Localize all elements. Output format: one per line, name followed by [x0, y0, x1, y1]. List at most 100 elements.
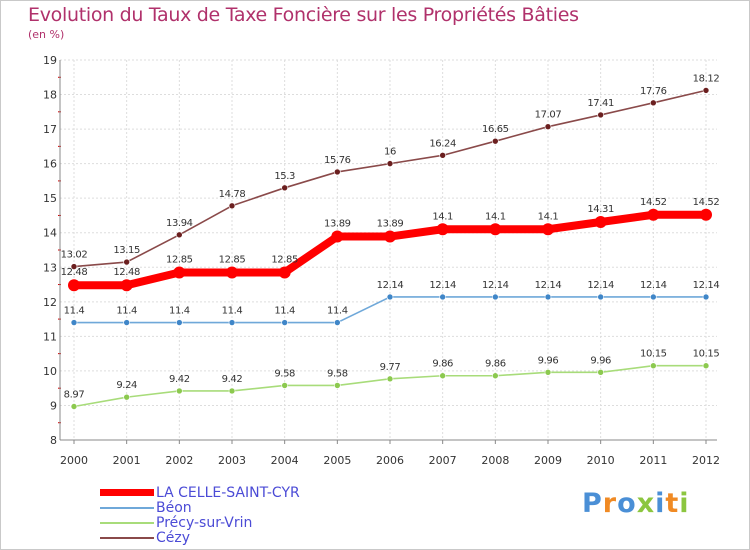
data-point: [334, 319, 341, 326]
data-point: [70, 263, 78, 270]
y-tick-label: 8: [50, 434, 57, 447]
data-label: 9.77: [380, 362, 401, 373]
x-tick-label: 2003: [218, 454, 246, 467]
data-label: 9.58: [274, 368, 295, 379]
data-label: 12.85: [271, 254, 298, 265]
data-label: 11.4: [169, 306, 190, 317]
legend-label-celle: LA CELLE-SAINT-CYR: [156, 484, 300, 501]
data-point: [594, 216, 607, 229]
legend-item-celle: LA CELLE-SAINT-CYR: [100, 484, 300, 501]
data-label: 9.96: [590, 355, 611, 366]
y-tick-label: 12: [43, 296, 57, 309]
logo-letter: r: [602, 488, 618, 519]
legend-item-precy: Précy-sur-Vrin: [100, 514, 253, 531]
data-label: 14.1: [432, 211, 453, 222]
data-point: [544, 123, 552, 130]
data-label: 13.02: [61, 250, 88, 261]
data-point: [700, 208, 712, 221]
data-point: [228, 387, 236, 395]
data-label: 12.14: [587, 280, 614, 291]
data-label: 15.76: [324, 155, 351, 166]
data-label: 12.14: [377, 280, 404, 291]
data-point: [436, 223, 449, 236]
data-point: [334, 382, 341, 389]
data-point: [176, 387, 183, 395]
y-tick-label: 10: [43, 365, 57, 378]
x-tick-label: 2004: [271, 454, 299, 467]
data-point: [597, 293, 604, 301]
data-label: 10.15: [640, 349, 667, 360]
data-point: [70, 403, 78, 410]
data-label: 12.14: [693, 280, 720, 291]
data-point: [439, 152, 446, 159]
data-label: 9.86: [432, 359, 453, 370]
data-label: 12.85: [166, 254, 193, 265]
y-tick-label: 19: [43, 54, 57, 67]
x-tick-label: 2008: [481, 454, 509, 467]
chart-title: Evolution du Taux de Taxe Foncière sur l…: [28, 4, 579, 26]
data-label: 13.94: [166, 218, 193, 229]
x-tick-label: 2007: [429, 454, 457, 467]
legend-item-beon: Béon: [100, 500, 192, 516]
logo-letter: t: [665, 488, 680, 519]
data-point: [597, 368, 604, 376]
data-point: [650, 293, 657, 301]
data-point: [650, 362, 657, 370]
data-point: [123, 319, 130, 326]
data-point: [544, 368, 552, 376]
legend-swatch-cezy: [100, 536, 154, 539]
data-label: 14.1: [485, 211, 506, 222]
logo-letter: P: [582, 488, 603, 519]
data-point: [228, 319, 236, 326]
data-label: 18.12: [693, 73, 720, 84]
data-label: 8.97: [64, 389, 85, 400]
data-point: [68, 279, 80, 292]
data-label: 11.4: [222, 306, 243, 317]
x-tick-label: 2010: [587, 454, 615, 467]
legend-swatch-precy: [100, 521, 154, 524]
data-label: 13.89: [324, 219, 351, 230]
x-tick-label: 2009: [534, 454, 562, 467]
legend-item-cezy: Cézy: [100, 530, 190, 546]
y-tick-label: 14: [43, 227, 57, 240]
data-point: [702, 362, 710, 370]
data-point: [384, 230, 396, 243]
data-label: 14.31: [587, 204, 614, 215]
data-point: [281, 184, 288, 192]
logo-letter: x: [636, 488, 656, 519]
data-point: [650, 99, 657, 107]
logo-letter: o: [617, 488, 637, 519]
data-label: 17.07: [535, 110, 562, 121]
data-label: 12.14: [640, 280, 667, 291]
data-label: 11.4: [64, 306, 85, 317]
data-point: [439, 293, 446, 301]
data-label: 12.14: [482, 280, 509, 291]
data-label: 12.48: [61, 267, 88, 278]
data-point: [489, 223, 502, 236]
chart-unit-label: (en %): [28, 28, 65, 41]
y-tick-label: 17: [43, 123, 57, 136]
data-point: [278, 266, 291, 279]
data-label: 14.52: [693, 197, 720, 208]
data-point: [492, 293, 499, 301]
data-point: [647, 208, 660, 221]
legend-label-precy: Précy-sur-Vrin: [156, 514, 253, 531]
data-point: [120, 279, 133, 292]
data-point: [439, 372, 446, 380]
data-label: 11.4: [116, 306, 137, 317]
data-label: 10.15: [693, 349, 720, 360]
data-point: [544, 293, 552, 301]
data-point: [597, 111, 604, 119]
data-point: [702, 293, 710, 301]
logo-letter: i: [655, 488, 666, 519]
data-label: 14.52: [640, 197, 667, 208]
data-label: 12.48: [113, 267, 140, 278]
data-point: [176, 319, 183, 326]
data-point: [702, 87, 710, 94]
logo-letter: i: [679, 488, 690, 519]
data-point: [492, 137, 499, 145]
y-tick-label: 11: [43, 330, 57, 343]
y-tick-label: 16: [43, 158, 57, 171]
y-tick-label: 18: [43, 89, 57, 102]
